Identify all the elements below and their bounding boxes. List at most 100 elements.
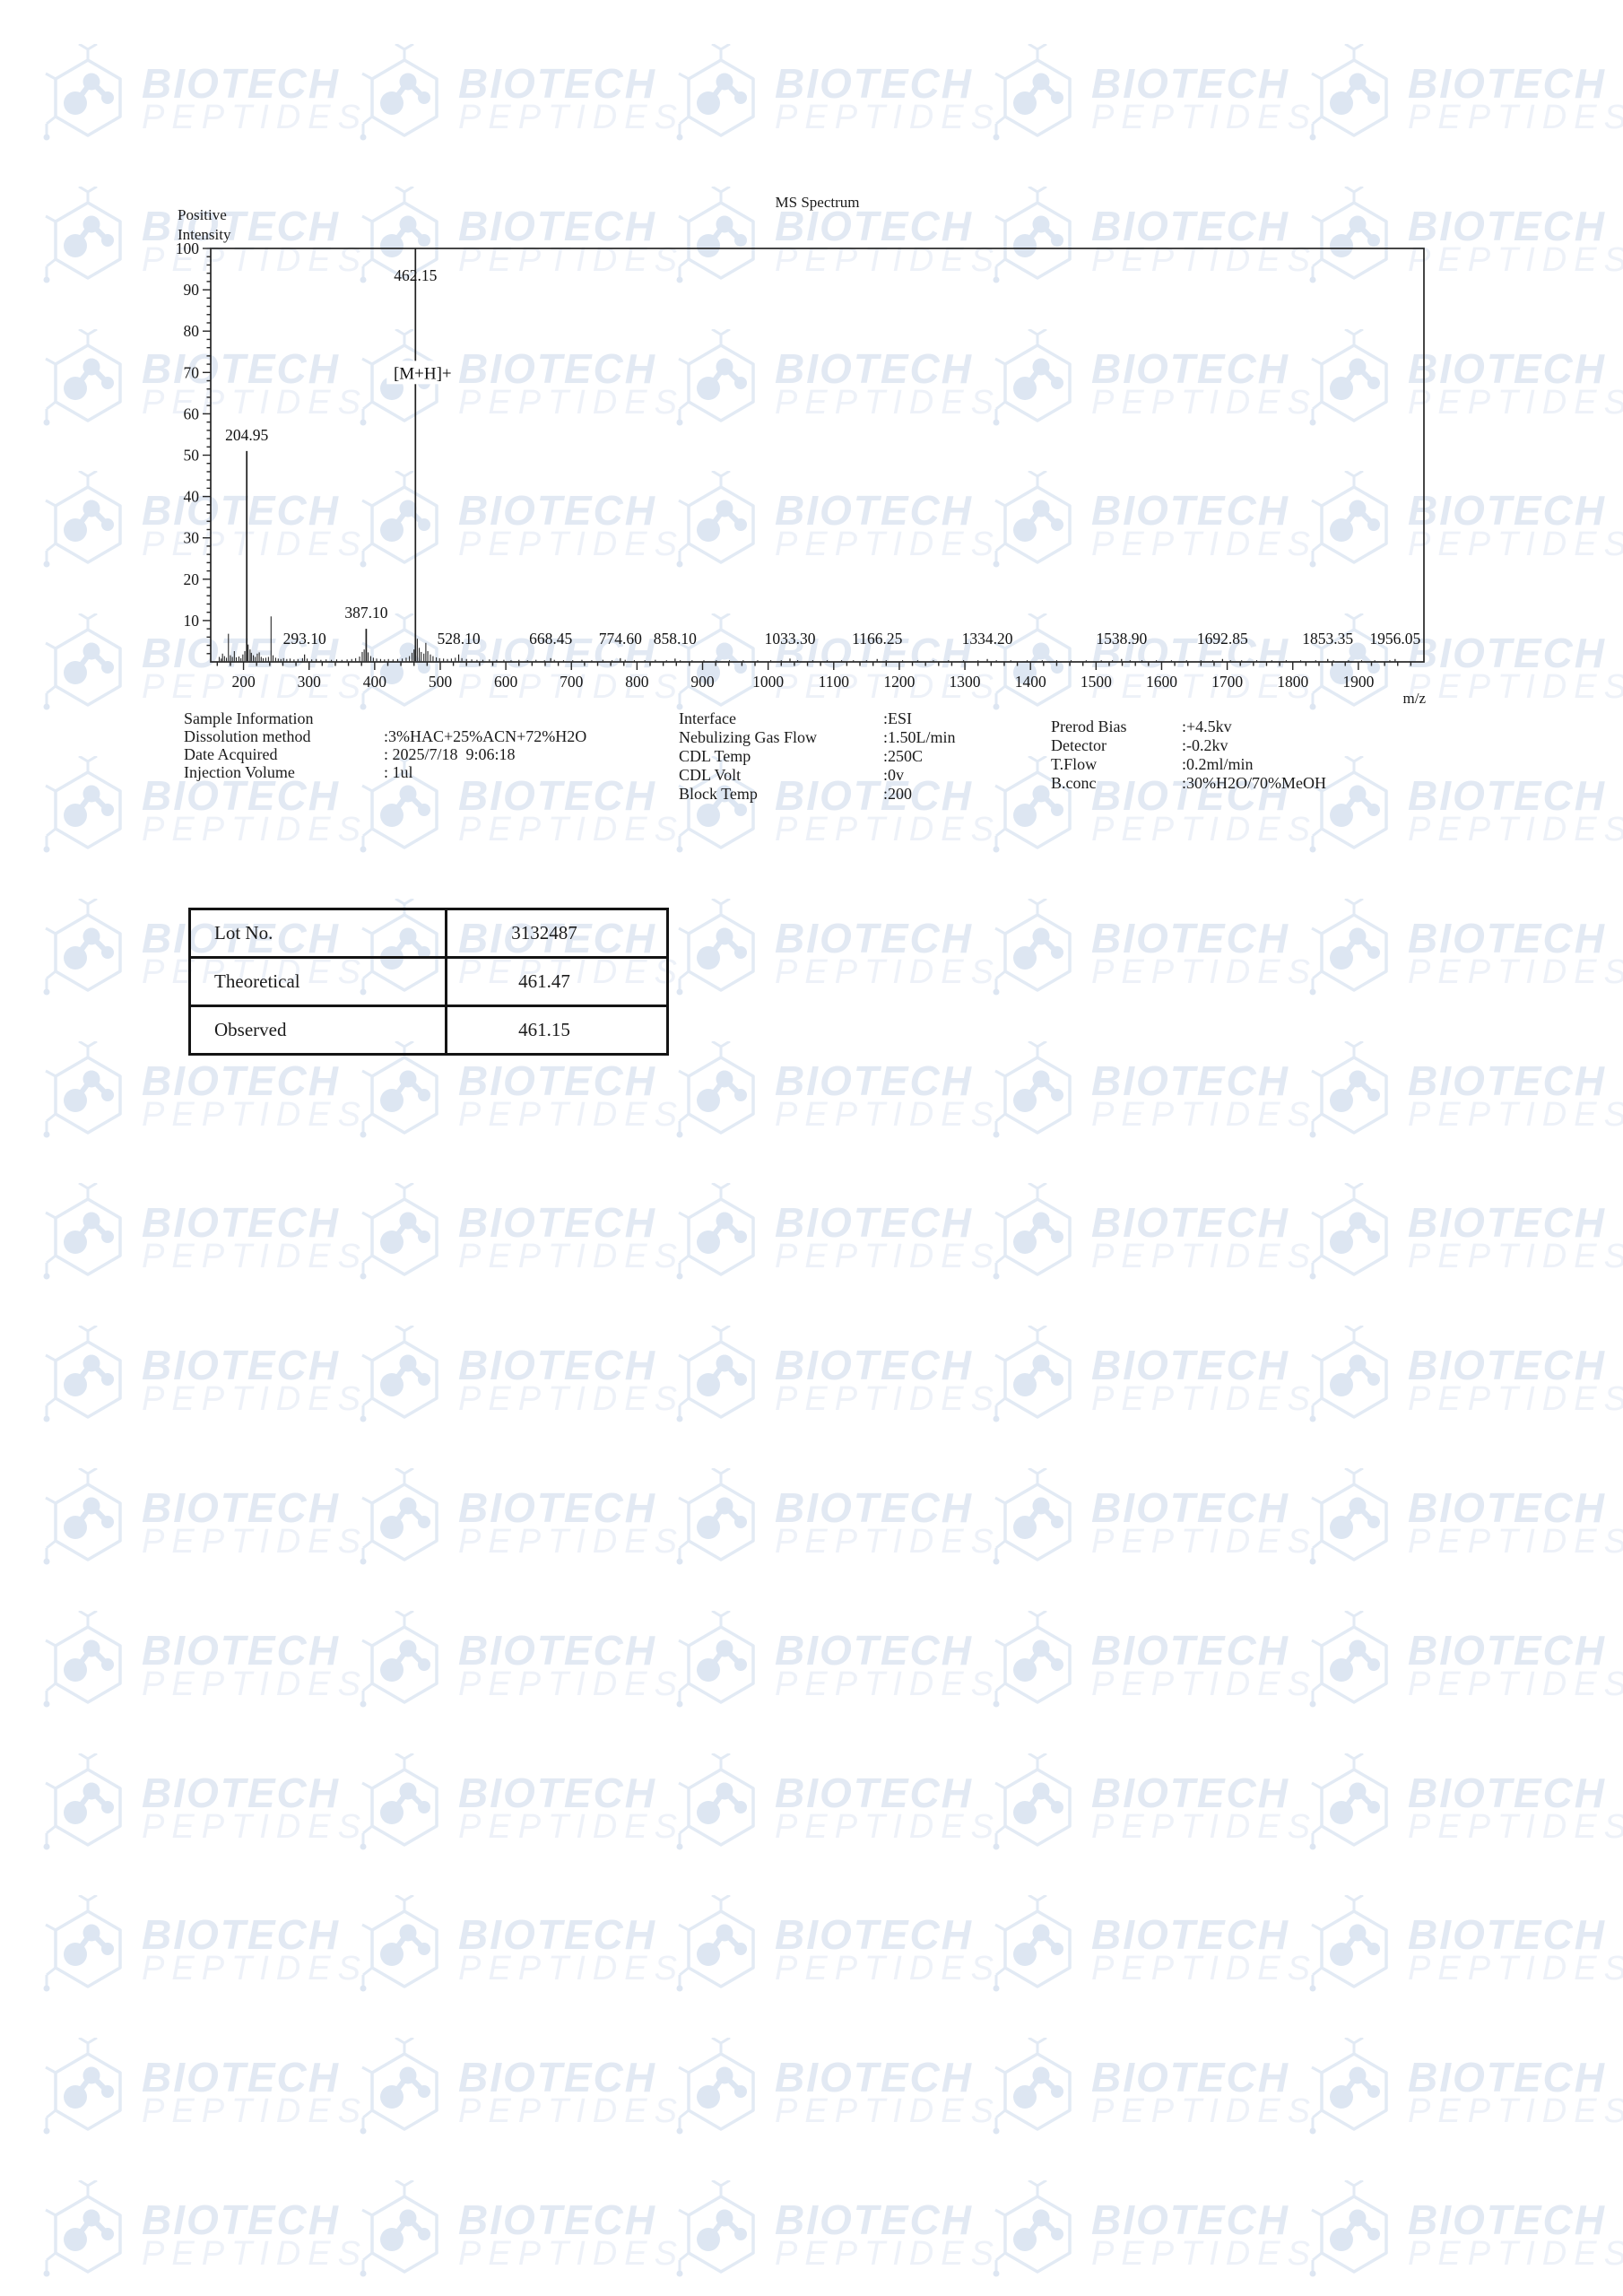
svg-text:774.60: 774.60 [599, 630, 642, 648]
info-row-label: Detector [1051, 736, 1107, 754]
info-row: Date Acquired : 2025/7/18 9:06:18 [184, 745, 586, 763]
svg-text:1853.35: 1853.35 [1302, 630, 1353, 648]
svg-text:668.45: 668.45 [529, 630, 572, 648]
sample-info-heading: Sample Information [184, 709, 314, 727]
svg-text:800: 800 [625, 673, 649, 691]
svg-text:100: 100 [176, 239, 200, 257]
svg-text:1538.90: 1538.90 [1096, 630, 1147, 648]
svg-text:387.10: 387.10 [344, 604, 387, 622]
y-axis-title-line2: Intensity [178, 226, 231, 243]
svg-text:204.95: 204.95 [225, 426, 268, 444]
svg-text:1600: 1600 [1146, 673, 1177, 691]
svg-text:1956.05: 1956.05 [1369, 630, 1420, 648]
sample-info-rows: Dissolution method:3%HAC+25%ACN+72%H2O Da… [184, 727, 586, 781]
info-row: Prerod Bias :+4.5kv [1051, 718, 1326, 736]
info-row: Injection Volume : 1ul [184, 763, 586, 781]
table-row-value: 3132487 [445, 908, 669, 959]
interface-info-section: Interface:ESI Nebulizing Gas Flow :1.50L/m… [679, 709, 956, 804]
table-row: Lot No. 3132487 [188, 908, 669, 959]
info-row-label: T.Flow [1051, 755, 1098, 773]
info-row: Dissolution method :3%HAC+25%ACN+72%H2O [184, 727, 586, 745]
svg-text:1334.20: 1334.20 [962, 630, 1013, 648]
info-row-label: Injection Volume [184, 763, 295, 781]
x-axis-unit-label: m/z [1402, 690, 1427, 707]
svg-text:700: 700 [560, 673, 584, 691]
svg-text:900: 900 [690, 673, 715, 691]
svg-text:20: 20 [184, 570, 200, 588]
info-row-value: :250C [883, 747, 924, 765]
svg-text:1400: 1400 [1015, 673, 1046, 691]
info-row: B.conc :30%H2O/70%MeOH [1051, 774, 1326, 793]
svg-text:400: 400 [363, 673, 387, 691]
interface-info-rows: Interface:ESI Nebulizing Gas Flow :1.50L/m… [679, 709, 956, 804]
svg-text:30: 30 [184, 529, 200, 547]
table-row-value: 461.15 [445, 1004, 669, 1056]
info-row: Nebulizing Gas Flow :1.50L/min [679, 728, 956, 747]
info-row-value: :30%H2O/70%MeOH [1182, 774, 1326, 792]
svg-text:1900: 1900 [1342, 673, 1374, 691]
svg-text:60: 60 [184, 404, 200, 422]
svg-text:1166.25: 1166.25 [852, 630, 902, 648]
info-row-value: :-0.2kv [1182, 736, 1228, 754]
info-row-label: Dissolution method [184, 727, 311, 745]
svg-text:858.10: 858.10 [654, 630, 697, 648]
svg-text:80: 80 [184, 322, 200, 340]
table-row-label: Lot No. [188, 908, 447, 959]
svg-text:462.15: 462.15 [394, 266, 437, 284]
svg-text:1700: 1700 [1211, 673, 1243, 691]
info-row-label: CDL Temp [679, 747, 751, 765]
info-row: T.Flow:0.2ml/min [1051, 755, 1326, 774]
svg-text:528.10: 528.10 [437, 630, 480, 648]
info-row-value: : 2025/7/18 9:06:18 [384, 745, 516, 763]
info-row-value: :1.50L/min [883, 728, 956, 746]
info-row-label: B.conc [1051, 774, 1097, 792]
table-row: Theoretical 461.47 [188, 956, 669, 1007]
table-row: Observed 461.15 [188, 1004, 669, 1056]
svg-text:1500: 1500 [1081, 673, 1112, 691]
info-row-label: CDL Volt [679, 766, 742, 784]
info-row-label: Nebulizing Gas Flow [679, 728, 817, 746]
info-row-value: : 1ul [384, 763, 413, 781]
y-axis-title-line1: Positive [178, 206, 227, 223]
svg-text:70: 70 [184, 363, 200, 381]
instrument-info-rows: Prerod Bias:+4.5kv Detector:-0.2kv T.Flow:… [1051, 718, 1326, 793]
svg-text:1000: 1000 [752, 673, 784, 691]
y-axis-title: Positive Intensity [178, 205, 231, 245]
info-row: CDL Volt :0v [679, 766, 956, 785]
info-row-label: Interface [679, 709, 736, 727]
svg-text:[M+H]+: [M+H]+ [394, 364, 452, 383]
svg-text:1800: 1800 [1277, 673, 1308, 691]
svg-text:600: 600 [494, 673, 518, 691]
info-row-value: :3%HAC+25%ACN+72%H2O [384, 727, 587, 745]
table-row-value: 461.47 [445, 956, 669, 1007]
info-row: Interface:ESI [679, 709, 956, 728]
info-row-value: :+4.5kv [1182, 718, 1232, 735]
sample-info-section: Sample Information Dissolution method :3%… [184, 709, 586, 781]
info-row-label: Date Acquired [184, 745, 278, 763]
svg-text:40: 40 [184, 488, 200, 506]
svg-text:293.10: 293.10 [283, 630, 326, 648]
svg-text:500: 500 [429, 673, 453, 691]
table-row-label: Observed [188, 1004, 447, 1056]
info-row: Detector :-0.2kv [1051, 736, 1326, 755]
chart-title: MS Spectrum [775, 194, 860, 211]
ms-spectrum-chart: 10 20 30 40 50 60 70 80 90 100 200 300 400 500 600 700 8… [176, 239, 1425, 691]
info-row-value: :200 [883, 785, 913, 803]
svg-text:90: 90 [184, 281, 200, 299]
svg-text:50: 50 [184, 447, 200, 465]
table-row-label: Theoretical [188, 956, 447, 1007]
svg-text:1200: 1200 [883, 673, 915, 691]
svg-text:1300: 1300 [950, 673, 981, 691]
svg-text:10: 10 [184, 612, 200, 630]
svg-text:300: 300 [298, 673, 322, 691]
instrument-info-section: Prerod Bias:+4.5kv Detector:-0.2kv T.Flow:… [1051, 718, 1326, 793]
info-row-label: Block Temp [679, 785, 758, 803]
info-row: Block Temp :200 [679, 785, 956, 804]
info-row: CDL Temp :250C [679, 747, 956, 766]
results-table: Lot No. 3132487 Theoretical 461.47 Observed 4… [188, 908, 669, 1056]
svg-text:1692.85: 1692.85 [1197, 630, 1248, 648]
info-row-value: :0v [883, 766, 905, 784]
svg-text:200: 200 [231, 673, 256, 691]
info-row-label: Prerod Bias [1051, 718, 1127, 735]
